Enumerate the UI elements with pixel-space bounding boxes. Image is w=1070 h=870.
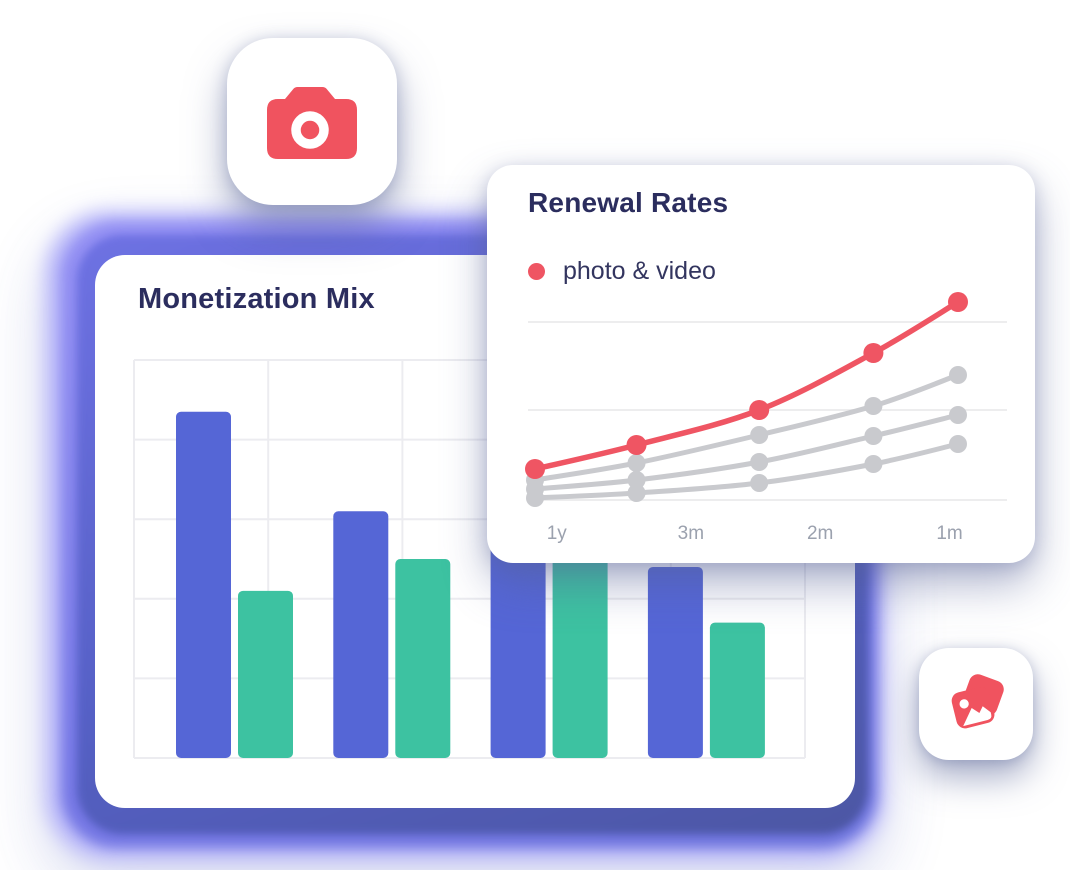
svg-text:1y: 1y [547,523,568,544]
svg-text:1m: 1m [936,523,962,544]
monetization-title: Monetization Mix [138,283,375,315]
svg-text:2m: 2m [807,523,833,544]
photo-gallery-icon-card [919,648,1033,760]
camera-icon [267,86,357,159]
line-chart: 1y 3m 2m 1m [525,292,1007,544]
svg-text:3m: 3m [678,523,704,544]
renewal-card: Renewal Rates photo & video 1y 3m 2m 1m [487,165,1035,563]
camera-icon-card [227,38,397,205]
photo-gallery-icon [951,674,1004,729]
